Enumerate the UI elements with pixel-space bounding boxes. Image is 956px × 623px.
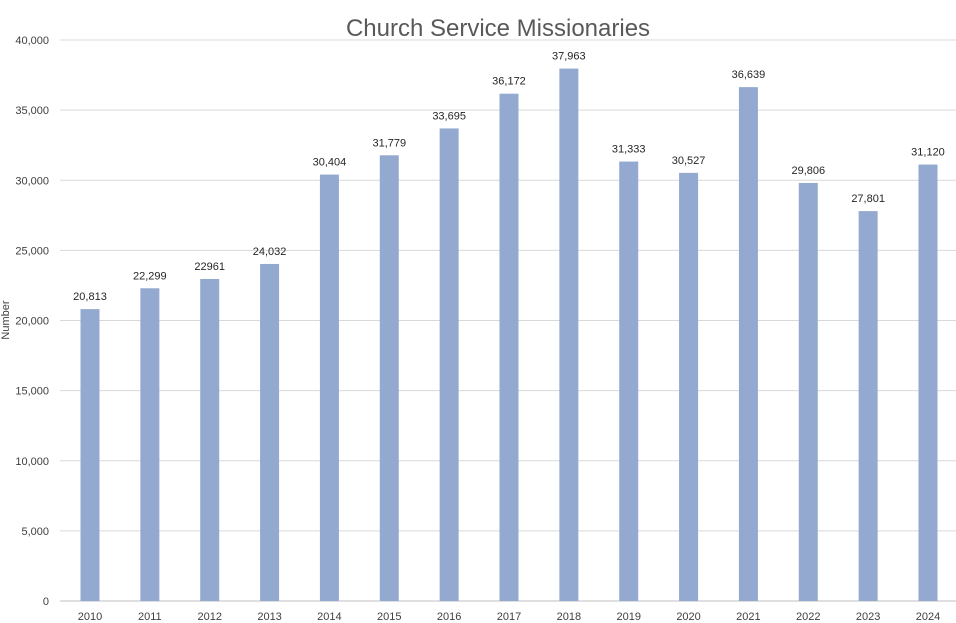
bars (80, 68, 938, 602)
x-tick-label: 2020 (676, 611, 700, 623)
y-axis-ticks: 0 5,000 10,000 15,000 20,000 25,000 30,000 35,0… (15, 35, 49, 608)
y-tick-label: 30,000 (15, 175, 49, 187)
y-tick-label: 5,000 (21, 526, 49, 538)
data-label: 24,032 (253, 246, 287, 258)
data-label: 36,639 (732, 69, 766, 81)
data-label: 33,695 (432, 110, 466, 122)
bar-2013 (260, 263, 280, 601)
chart-title: Church Service Missionaries (346, 15, 650, 42)
x-tick-label: 2013 (257, 611, 281, 623)
x-tick-label: 2015 (377, 611, 401, 623)
data-label: 22,299 (133, 270, 167, 282)
y-tick-label: 10,000 (15, 456, 49, 468)
bar-2015 (379, 155, 399, 601)
bar-2019 (619, 161, 639, 601)
bar-2022 (798, 182, 818, 601)
data-labels: 20,813 22,299 22961 24,032 30,404 31,779 33,69… (73, 51, 945, 304)
x-axis-ticks: 2010 2011 2012 2013 2014 2015 2016 2017 2018 2019… (78, 611, 940, 623)
y-tick-label: 15,000 (15, 386, 49, 398)
data-label: 30,404 (313, 157, 347, 169)
bar-2024 (918, 164, 938, 602)
y-tick-label: 35,000 (15, 105, 49, 117)
bar-2020 (679, 172, 699, 601)
data-label: 36,172 (492, 76, 526, 88)
x-tick-label: 2011 (138, 611, 162, 623)
y-tick-label: 20,000 (15, 316, 49, 328)
data-label: 27,801 (851, 193, 885, 205)
x-tick-label: 2017 (497, 611, 521, 623)
x-tick-label: 2022 (796, 611, 820, 623)
bar-2018 (559, 68, 579, 602)
y-tick-label: 25,000 (15, 245, 49, 257)
x-tick-label: 2016 (437, 611, 461, 623)
y-tick-label: 40,000 (15, 35, 49, 47)
bar-2021 (738, 87, 758, 602)
bar-2011 (140, 288, 160, 601)
data-label: 31,779 (372, 137, 406, 149)
data-label: 37,963 (552, 51, 586, 63)
data-label: 20,813 (73, 291, 107, 303)
x-tick-label: 2024 (916, 611, 940, 623)
x-tick-label: 2021 (736, 611, 760, 623)
data-label: 31,333 (612, 144, 646, 156)
x-tick-label: 2019 (616, 611, 640, 623)
data-label: 30,527 (672, 155, 706, 167)
bar-2012 (200, 278, 220, 601)
data-label: 22961 (194, 261, 225, 273)
x-tick-label: 2014 (317, 611, 341, 623)
bar-2017 (499, 93, 519, 602)
x-tick-label: 2023 (856, 611, 880, 623)
bar-2016 (439, 128, 459, 602)
bar-2010 (80, 309, 100, 601)
x-tick-label: 2010 (78, 611, 102, 623)
data-label: 31,120 (911, 147, 945, 159)
data-label: 29,806 (791, 165, 825, 177)
y-axis-title: Number (0, 300, 12, 339)
x-tick-label: 2012 (197, 611, 221, 623)
bar-2014 (319, 174, 339, 601)
y-tick-label: 0 (43, 596, 49, 608)
bar-2023 (858, 211, 878, 601)
x-tick-label: 2018 (557, 611, 581, 623)
